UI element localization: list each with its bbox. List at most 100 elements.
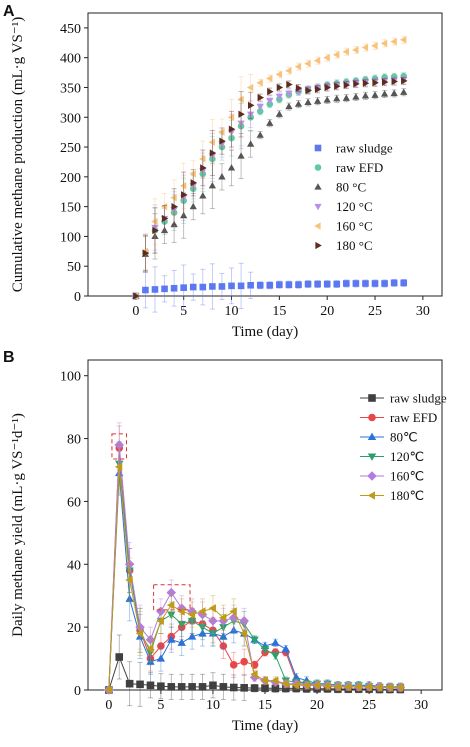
legend-label: raw EFD (390, 410, 437, 425)
data-point (187, 610, 196, 619)
legend-label: 160℃ (390, 469, 424, 484)
legend-label: 160 °C (336, 219, 373, 234)
data-point (342, 94, 350, 101)
data-point (125, 575, 133, 585)
data-point (198, 683, 207, 691)
data-point (381, 78, 389, 86)
data-point (237, 120, 245, 128)
data-point (146, 644, 154, 654)
y-tick-label: 250 (60, 141, 81, 156)
data-point (323, 682, 331, 691)
data-point (219, 683, 228, 691)
data-point (271, 638, 280, 646)
data-point (271, 684, 280, 693)
legend-marker (314, 183, 322, 190)
data-point (124, 559, 135, 570)
data-point (257, 93, 265, 102)
data-point (304, 280, 312, 288)
data-point (157, 642, 165, 650)
legend-marker (314, 222, 321, 230)
data-point (133, 292, 140, 300)
data-point (292, 673, 301, 681)
data-point (146, 681, 155, 690)
data-point (219, 624, 228, 632)
data-point (250, 636, 259, 645)
data-point (170, 220, 178, 228)
data-point (371, 42, 378, 50)
data-point (250, 684, 259, 692)
data-point (395, 683, 404, 692)
data-point (352, 46, 359, 54)
data-point (199, 155, 206, 163)
y-tick-label: 50 (67, 260, 81, 275)
x-tick-label: 5 (157, 698, 164, 713)
data-point (260, 676, 269, 685)
data-point (114, 440, 124, 450)
data-point (353, 80, 360, 88)
data-point (267, 88, 274, 96)
data-point (180, 284, 187, 291)
y-tick-label: 60 (67, 495, 81, 510)
data-point (400, 279, 408, 287)
data-point (380, 90, 389, 97)
data-point (104, 685, 112, 695)
x-tick-label: 20 (320, 304, 334, 319)
legend: raw sludge raw EFD 80℃ 120℃ 160℃ 180℃ (360, 391, 447, 503)
data-point (294, 100, 303, 107)
data-point (218, 173, 226, 180)
data-point (256, 79, 263, 87)
data-point (189, 283, 197, 291)
data-point (219, 632, 228, 640)
data-point (250, 670, 258, 679)
data-point (219, 642, 228, 650)
data-point (313, 97, 322, 104)
data-point (208, 616, 218, 626)
data-point (228, 134, 235, 142)
legend-label: 120 °C (336, 199, 373, 214)
data-point (208, 630, 218, 638)
data-point (266, 97, 274, 105)
panel-label: B (3, 349, 15, 366)
data-point (151, 286, 159, 293)
data-point (177, 638, 186, 646)
data-point (161, 285, 168, 293)
data-point (135, 622, 145, 632)
data-point (167, 683, 176, 691)
data-point (390, 279, 398, 287)
panel-b-chart: 0 5 10 15 20 25 30 0 20 40 60 80 100 Time (day) Daily … (3, 349, 447, 734)
data-point (188, 683, 196, 691)
data-point (239, 616, 249, 626)
data-point (199, 283, 207, 291)
data-point (142, 249, 150, 257)
legend-marker (368, 413, 376, 422)
legend-marker (367, 453, 377, 461)
data-point (189, 170, 196, 178)
data-point (256, 108, 264, 115)
data-point (227, 164, 236, 171)
data-point (265, 74, 273, 83)
data-point (160, 203, 168, 211)
x-tick-label: 5 (180, 304, 187, 319)
data-point (401, 77, 408, 85)
data-point (218, 128, 225, 136)
data-point (381, 280, 388, 287)
data-point (179, 182, 187, 190)
legend-label: raw EFD (336, 160, 383, 175)
data-point (399, 36, 407, 44)
data-point (151, 224, 159, 232)
data-point (304, 98, 312, 106)
x-axis-title: Time (day) (232, 718, 299, 734)
data-point (247, 140, 255, 147)
data-point (371, 91, 379, 98)
data-point (190, 179, 198, 187)
highlight-box (111, 433, 128, 460)
data-point (187, 617, 197, 626)
y-tick-label: 300 (60, 111, 81, 126)
data-point (125, 679, 134, 688)
data-point (324, 83, 331, 92)
data-point (275, 70, 282, 78)
data-point (256, 103, 264, 111)
data-point (391, 77, 398, 86)
x-tick-label: 25 (362, 698, 376, 713)
